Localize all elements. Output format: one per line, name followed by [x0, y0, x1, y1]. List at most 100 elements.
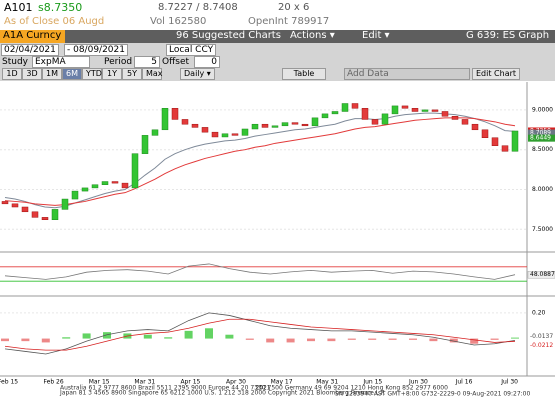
period-label: Period — [104, 57, 133, 67]
candle — [391, 105, 399, 115]
volume: Vol 162580 — [150, 16, 207, 27]
price-tag-label: 8.7089 — [530, 130, 551, 137]
candle — [121, 182, 129, 189]
actions-menu[interactable]: Actions ▾ — [290, 30, 335, 41]
candle — [261, 123, 269, 128]
candle — [61, 198, 69, 210]
macd-histogram — [409, 338, 417, 340]
candle — [11, 203, 19, 208]
rsi-tag-label: 48.0887 — [530, 271, 555, 278]
candle — [211, 131, 219, 138]
footer-line: Japan 81 3 4565 8900 Singapore 65 6212 1… — [59, 390, 386, 397]
suggested-charts[interactable]: 96 Suggested Charts — [176, 30, 281, 41]
period-button[interactable]: 5Y — [122, 68, 142, 80]
candle — [341, 103, 349, 112]
candle — [401, 105, 409, 109]
candle — [321, 113, 329, 119]
candle — [471, 123, 479, 131]
bid-ask: 8.7227 / 8.7408 — [158, 2, 238, 13]
macd-histogram — [490, 338, 499, 340]
candle — [111, 181, 119, 184]
candle — [501, 145, 509, 152]
rsi-tag — [527, 270, 555, 279]
currency[interactable]: Local CCY — [166, 44, 217, 56]
end-date[interactable]: - 08/09/2021 — [64, 44, 128, 56]
candle — [71, 190, 79, 200]
offset[interactable]: 0 — [194, 56, 220, 68]
candle — [381, 113, 389, 125]
security[interactable]: A1A Curncy — [0, 30, 65, 43]
macd-histogram — [21, 338, 30, 342]
x-tick-label: Jun 15 — [362, 379, 382, 386]
signal-line — [4, 318, 516, 351]
x-tick-label: Feb 26 — [44, 379, 64, 386]
candle — [461, 119, 469, 125]
period-button[interactable]: 1Y — [102, 68, 122, 80]
candle — [101, 181, 109, 185]
x-tick-label: May 31 — [316, 379, 338, 386]
chart-background — [0, 82, 555, 400]
period[interactable]: 5 — [134, 56, 160, 68]
y-tick-label: 8.0000 — [532, 186, 553, 193]
candle — [361, 108, 369, 120]
candle — [1, 201, 9, 205]
period-button[interactable]: 3D — [22, 68, 42, 80]
candle — [161, 108, 169, 131]
candle — [281, 122, 289, 127]
moving-average — [4, 112, 516, 209]
macd-histogram — [347, 338, 356, 340]
candle — [231, 133, 239, 136]
period-button[interactable]: YTD — [82, 68, 102, 80]
candle — [241, 128, 249, 136]
macd-line — [4, 312, 516, 355]
period-button[interactable]: 1D — [2, 68, 22, 80]
macd-histogram — [41, 338, 50, 343]
period-button[interactable]: Max — [142, 68, 163, 80]
macd-histogram — [470, 338, 479, 344]
edit-menu[interactable]: Edit ▾ — [362, 30, 390, 41]
frequency[interactable]: Daily ▾ — [180, 68, 215, 80]
macd-histogram — [143, 334, 152, 339]
candle — [171, 108, 179, 120]
candle — [511, 130, 519, 152]
x-tick-label: Jun 30 — [408, 379, 428, 386]
macd-histogram — [449, 338, 458, 343]
period-button[interactable]: 1M — [42, 68, 62, 80]
y-tick-label: 8.5000 — [532, 146, 553, 153]
offset-label: Offset — [162, 57, 190, 67]
candle — [351, 103, 359, 109]
price-tag — [528, 134, 555, 142]
candle — [311, 117, 319, 127]
candle — [151, 129, 159, 136]
candle — [421, 109, 429, 112]
candle — [81, 187, 89, 192]
study-name[interactable]: ExpMA — [32, 56, 90, 68]
candle — [371, 119, 379, 125]
macd-histogram — [388, 338, 397, 340]
table-button[interactable]: Table — [282, 68, 326, 80]
y-tick-label: 9.0000 — [532, 106, 553, 113]
macd-histogram — [266, 338, 275, 343]
macd-tag-label: -0.0212 — [530, 342, 553, 349]
moving-average — [4, 117, 516, 206]
candle — [181, 119, 189, 125]
x-tick-label: Mar 31 — [134, 379, 155, 386]
candle — [451, 116, 459, 120]
macd-histogram — [327, 338, 336, 342]
candle — [21, 206, 29, 213]
y-tick-label: 0.20 — [532, 309, 546, 316]
macd-histogram — [245, 338, 254, 340]
candle — [251, 123, 259, 130]
candle — [191, 123, 199, 128]
x-tick-label: Jul 16 — [455, 379, 473, 386]
open-interest: OpenInt 789917 — [248, 16, 330, 27]
edit-chart[interactable]: Edit Chart — [472, 68, 521, 80]
start-date[interactable]: 02/04/2021 — [1, 44, 59, 56]
candle — [41, 217, 49, 220]
candle — [201, 127, 209, 133]
x-tick-label: May 17 — [271, 379, 293, 386]
period-button[interactable]: 6M — [62, 68, 82, 80]
add-data[interactable]: Add Data — [344, 68, 470, 80]
macd-histogram — [511, 337, 519, 339]
x-year-label: 2021 — [255, 385, 270, 392]
